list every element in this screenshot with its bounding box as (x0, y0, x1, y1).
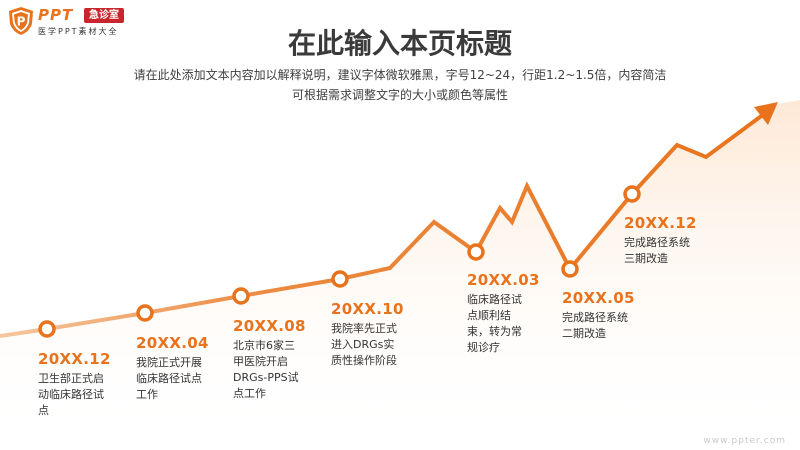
subtitle-line: 请在此处添加文本内容加以解释说明，建议字体微软雅黑，字号12~24，行距1.2~… (133, 68, 667, 82)
milestone-5: 20XX.03 临床路径试点顺利结束，转为常规诊疗 (467, 271, 540, 356)
milestone-text: 卫生部正式启动临床路径试点 (38, 372, 104, 417)
milestone-text: 临床路径试点顺利结束，转为常规诊疗 (467, 293, 522, 354)
milestone-date: 20XX.04 (136, 334, 209, 352)
milestone-text: 完成路径系统三期改造 (624, 236, 690, 265)
milestone-2: 20XX.04 我院正式开展临床路径试点工作 (136, 334, 209, 403)
milestone-date: 20XX.08 (233, 317, 306, 335)
milestone-marker-2 (136, 304, 154, 322)
trend-arrow-head (754, 102, 778, 125)
milestone-text: 完成路径系统二期改造 (562, 311, 628, 340)
milestone-text: 北京市6家三甲医院开启DRGs-PPS试点工作 (233, 339, 299, 400)
milestone-date: 20XX.05 (562, 289, 635, 307)
shield-icon: P (9, 7, 33, 35)
milestone-date: 20XX.12 (624, 214, 697, 232)
milestone-text: 我院率先正式进入DRGs实质性操作阶段 (331, 322, 397, 367)
svg-text:P: P (17, 15, 26, 29)
brand-logo: P PPT 急诊室 医学PPT素材大全 (8, 6, 148, 40)
milestone-6: 20XX.05 完成路径系统二期改造 (562, 289, 635, 342)
trend-area (0, 100, 800, 450)
logo-badge: 急诊室 (84, 8, 124, 23)
subtitle-line: 可根据需求调整文字的大小或颜色等属性 (291, 88, 508, 102)
page-title: 在此输入本页标题 (287, 27, 512, 60)
milestone-7: 20XX.12 完成路径系统三期改造 (624, 214, 697, 267)
milestone-marker-4 (331, 270, 349, 288)
milestone-date: 20XX.12 (38, 350, 111, 368)
milestone-date: 20XX.03 (467, 271, 540, 289)
milestone-marker-5 (467, 243, 485, 261)
logo-wordmark: PPT (38, 6, 74, 24)
milestone-3: 20XX.08 北京市6家三甲医院开启DRGs-PPS试点工作 (233, 317, 305, 402)
milestone-marker-3 (232, 287, 250, 305)
subtitle: 请在此处添加文本内容加以解释说明，建议字体微软雅黑，字号12~24，行距1.2~… (90, 65, 710, 105)
milestone-marker-6 (561, 260, 579, 278)
milestone-1: 20XX.12 卫生部正式启动临床路径试点 (38, 350, 110, 419)
milestone-marker-1 (38, 320, 56, 338)
milestone-date: 20XX.10 (331, 300, 404, 318)
milestone-4: 20XX.10 我院率先正式进入DRGs实质性操作阶段 (331, 300, 403, 369)
milestone-text: 我院正式开展临床路径试点工作 (136, 356, 202, 401)
trend-line (0, 112, 766, 338)
logo-tagline: 医学PPT素材大全 (38, 27, 119, 36)
milestone-marker-7 (623, 185, 641, 203)
watermark: www.ppter.com (703, 436, 786, 446)
